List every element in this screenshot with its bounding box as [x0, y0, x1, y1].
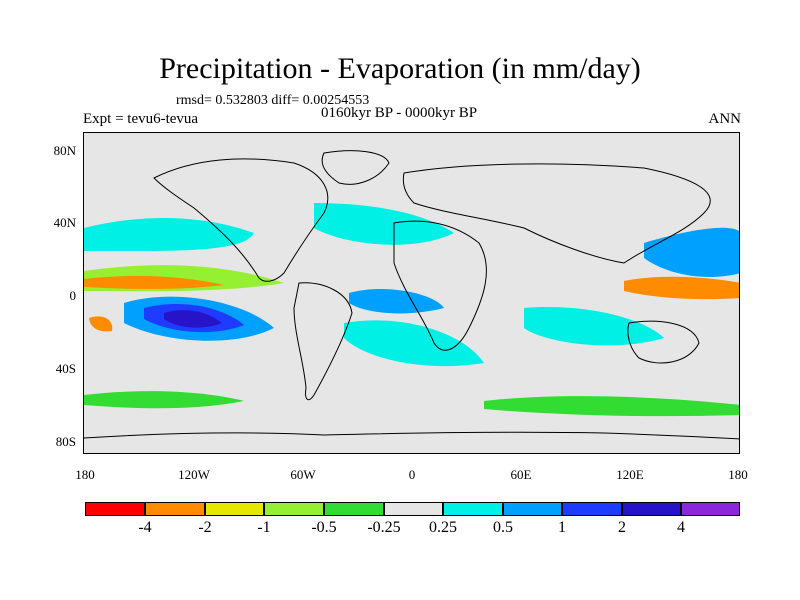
colorbar-label-5: -0.25 [367, 519, 401, 536]
pme-negative-southern-ocean [84, 391, 244, 409]
colorbar-box-1 [85, 502, 145, 516]
x-tick-label-180w: 180 [75, 467, 95, 482]
pme-contours [84, 203, 739, 417]
colorbar-box-10 [622, 502, 681, 516]
rmsd-diff-stats: rmsd= 0.532803 diff= 0.00254553 [176, 93, 370, 108]
colorbar-label-8: 1 [558, 519, 566, 536]
colorbar-box-4 [264, 502, 324, 516]
colorbar-label-2: -2 [198, 519, 212, 536]
experiment-label: Expt = tevu6-tevua [83, 111, 199, 127]
pme-negative-southern-ocean-2 [484, 396, 739, 417]
coastline-greenland [321, 150, 390, 185]
colorbar-box-11 [681, 502, 740, 516]
pme-positive-indian [524, 307, 664, 346]
x-tick-label-60w: 60W [290, 467, 316, 482]
y-tick-label-80s: 80S [55, 434, 76, 449]
y-tick-label-40s: 40S [55, 361, 76, 376]
x-tick-label-180e: 180 [728, 467, 748, 482]
pme-positive-tropical-atlantic [349, 288, 444, 314]
colorbar-label-4: -0.5 [311, 519, 337, 536]
pme-negative-east-pacific [89, 316, 113, 332]
y-tick-label-0: 0 [69, 288, 77, 303]
pme-negative-itcz-pacific [84, 275, 224, 289]
pme-max-south-pacific [164, 310, 222, 328]
colorbar-label-7: 0.5 [493, 519, 513, 536]
coastline-north-america [153, 158, 329, 282]
colorbar-label-1: -4 [138, 519, 152, 536]
colorbar-label-6: 0.25 [429, 519, 457, 536]
season-label: ANN [708, 111, 742, 127]
colorbar-box-3 [205, 502, 264, 516]
pme-positive-atlantic [314, 203, 454, 245]
coastline-africa [393, 220, 487, 351]
colorbar-box-9 [562, 502, 622, 516]
colorbar-box-6 [384, 502, 443, 516]
colorbar-label-10: 4 [677, 519, 685, 536]
colorbar-label-9: 2 [618, 519, 626, 536]
x-tick-label-60e: 60E [510, 467, 532, 482]
colorbar-box-2 [145, 502, 205, 516]
coastline-australia [627, 320, 700, 364]
pme-positive-north-pacific [84, 217, 254, 252]
x-tick-label-120w: 120W [178, 467, 210, 482]
x-tick-label-0: 0 [408, 467, 416, 482]
plot-title: Precipitation - Evaporation (in mm/day) [159, 52, 641, 85]
pme-field-map [84, 150, 739, 440]
coastline-antarctica [84, 431, 739, 440]
coastlines [84, 150, 739, 440]
coastline-south-america [293, 282, 353, 401]
x-tick-label-120e: 120E [616, 467, 644, 482]
y-tick-label-80n: 80N [53, 143, 76, 158]
colorbar-box-8 [503, 502, 562, 516]
pme-positive-south-atlantic [344, 320, 484, 367]
colorbar-box-5 [324, 502, 384, 516]
y-tick-label-40n: 40N [53, 215, 76, 230]
pme-positive-nw-pacific [644, 227, 739, 278]
coastline-eurasia [402, 163, 711, 264]
colorbar-box-7 [443, 502, 503, 516]
time-period-label: 0160kyr BP - 0000kyr BP [321, 105, 478, 121]
colorbar-label-3: -1 [257, 519, 271, 536]
map-panel [83, 132, 740, 454]
pme-negative-west-pacific-warm-pool [624, 276, 739, 300]
